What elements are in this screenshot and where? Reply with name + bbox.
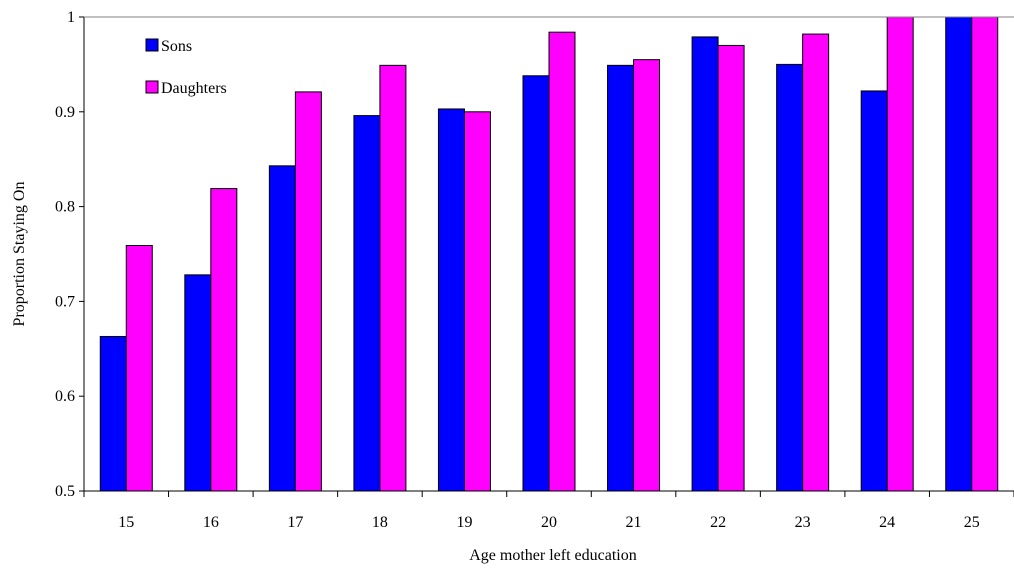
x-tick-label: 18 [372, 514, 388, 531]
bar-daughters-17 [294, 91, 322, 492]
bars-layer [99, 16, 999, 492]
y-tick-label: 0.9 [55, 104, 75, 121]
bar-sons-23 [776, 63, 804, 492]
x-tick-label: 21 [626, 514, 642, 531]
bar-daughters-21 [633, 59, 661, 492]
x-tick-label: 22 [710, 514, 726, 531]
legend-label-sons: Sons [161, 38, 192, 55]
x-tick-label: 16 [203, 514, 219, 531]
y-tick-label: 0.6 [55, 388, 75, 405]
bar-daughters-25 [971, 16, 999, 492]
x-ticks: 15 16 17 18 19 20 21 22 23 24 25 [83, 491, 1014, 531]
bar-daughters-18 [379, 64, 407, 492]
x-axis-title: Age mother left education [469, 547, 637, 564]
bar-sons-21 [607, 64, 635, 492]
bar-daughters-20 [548, 31, 576, 492]
x-tick-label: 15 [118, 514, 134, 531]
legend-label-daughters: Daughters [161, 80, 227, 97]
bar-sons-22 [691, 36, 719, 492]
x-tick-label: 25 [964, 514, 980, 531]
bar-sons-25 [945, 16, 973, 492]
bar-daughters-19 [463, 111, 491, 492]
bar-sons-15 [99, 335, 127, 492]
bar-daughters-23 [802, 33, 830, 492]
y-ticks: 0.5 0.6 0.7 0.8 0.9 1 [55, 9, 84, 500]
x-tick-label: 19 [456, 514, 472, 531]
bar-sons-16 [184, 274, 212, 492]
bar-sons-18 [353, 115, 381, 492]
y-tick-label: 0.8 [55, 199, 75, 216]
legend-swatch-daughters [145, 80, 159, 94]
bar-daughters-24 [886, 16, 914, 492]
x-tick-label: 20 [541, 514, 557, 531]
bar-daughters-16 [210, 188, 238, 492]
x-tick-label: 24 [879, 514, 895, 531]
bar-sons-24 [860, 90, 888, 492]
bar-sons-17 [268, 165, 296, 492]
legend-swatch-sons [145, 38, 159, 52]
y-tick-label: 0.7 [55, 293, 75, 310]
bar-daughters-15 [125, 244, 153, 492]
axes-layer [83, 16, 1014, 492]
bar-sons-20 [522, 75, 550, 492]
y-axis-title: Proportion Staying On [11, 182, 28, 327]
bar-daughters-22 [717, 44, 745, 492]
x-tick-label: 17 [287, 514, 303, 531]
y-tick-label: 1 [67, 9, 75, 26]
x-tick-label: 23 [795, 514, 811, 531]
legend: Sons Daughters [145, 38, 227, 97]
y-tick-label: 0.5 [55, 483, 75, 500]
bar-sons-19 [437, 108, 465, 492]
